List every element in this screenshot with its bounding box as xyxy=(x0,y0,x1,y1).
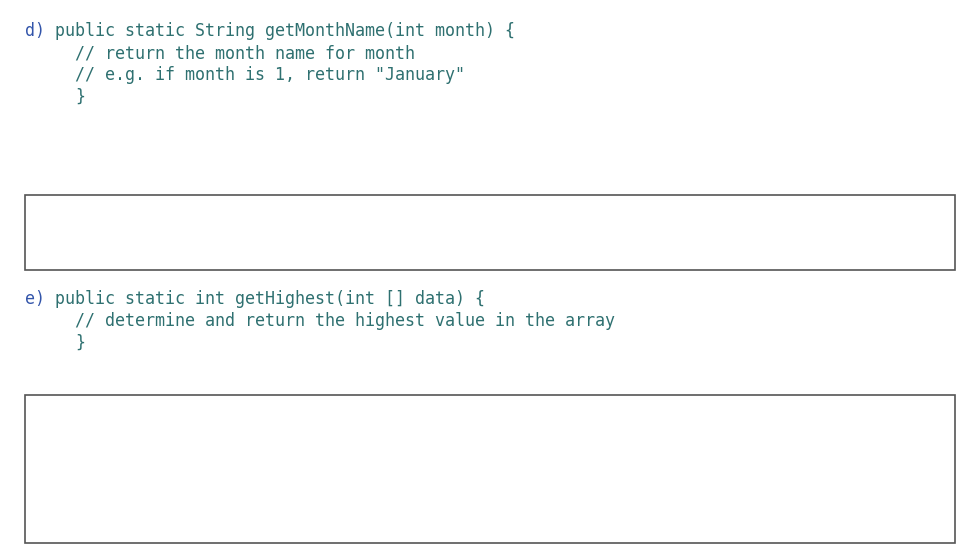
Text: }: } xyxy=(75,334,85,352)
Text: // return the month name for month: // return the month name for month xyxy=(75,44,415,62)
Text: public static int getHighest(int [] data) {: public static int getHighest(int [] data… xyxy=(55,290,484,308)
Text: // determine and return the highest value in the array: // determine and return the highest valu… xyxy=(75,312,614,330)
Text: }: } xyxy=(75,88,85,106)
Text: public static String getMonthName(int month) {: public static String getMonthName(int mo… xyxy=(55,22,514,40)
Bar xyxy=(25,195,954,270)
Text: // e.g. if month is 1, return "January": // e.g. if month is 1, return "January" xyxy=(75,66,465,84)
Text: d): d) xyxy=(25,22,45,40)
Text: e): e) xyxy=(25,290,45,308)
Bar xyxy=(25,395,954,543)
